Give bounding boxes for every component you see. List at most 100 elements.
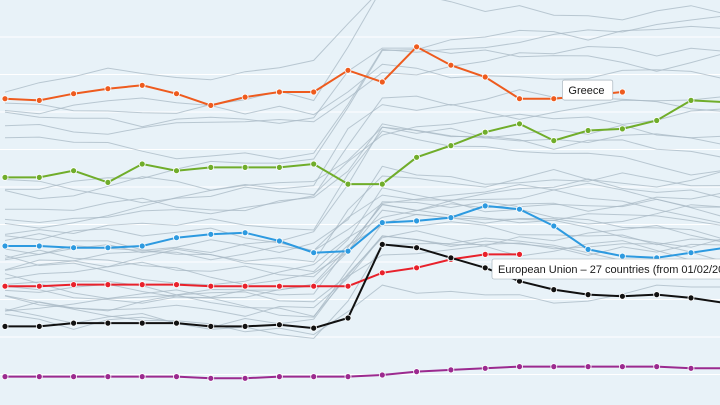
italy-point: [481, 128, 489, 136]
germany-point: [653, 363, 661, 371]
greece-line: [4, 45, 623, 107]
greece-point: [550, 95, 558, 103]
european-union-27-countries-label-box: [491, 258, 720, 280]
germany-point: [138, 373, 146, 381]
context-series-line: [4, 284, 720, 336]
germany-point: [1, 373, 9, 381]
germany-point: [378, 371, 386, 379]
unlabeled-red-series-point: [104, 281, 112, 289]
italy-point: [516, 120, 523, 128]
greece-point: [207, 102, 215, 109]
italy-point: [344, 180, 352, 188]
france-point: [516, 205, 523, 213]
european-union-27-countries-point: [173, 319, 180, 327]
france-point: [344, 247, 352, 255]
germany-point: [70, 373, 77, 381]
context-series-line: [4, 204, 720, 296]
european-union-27-countries-point: [447, 254, 455, 262]
unlabeled-red-series-point: [310, 282, 318, 290]
european-union-27-countries-point: [310, 324, 318, 332]
france-point: [1, 242, 9, 250]
germany-point: [619, 363, 626, 371]
greece-point: [619, 88, 626, 96]
european-union-27-countries-label: European Union – 27 countries (from 01/0…: [491, 258, 720, 280]
unlabeled-red-series-point: [207, 282, 215, 290]
italy-point: [1, 173, 9, 181]
european-union-27-countries-point: [413, 244, 421, 252]
unlabeled-red-series-point: [516, 250, 523, 258]
france-point: [687, 249, 695, 257]
germany-point: [275, 373, 283, 381]
european-union-27-countries-point: [241, 322, 249, 330]
context-series-line: [4, 182, 720, 271]
context-series-line: [4, 204, 720, 286]
greece-point: [413, 43, 421, 51]
unlabeled-red-series-point: [241, 282, 249, 290]
france-point: [584, 245, 592, 253]
unlabeled-red-series-point: [344, 282, 352, 290]
context-series-line: [4, 224, 720, 317]
context-series-line: [4, 192, 720, 312]
context-series-line: [5, 25, 720, 190]
context-series-line: [4, 126, 720, 261]
france-point: [138, 242, 146, 250]
italy-point: [378, 180, 386, 188]
greece-label-box: [562, 79, 614, 101]
italy-point: [275, 163, 283, 171]
context-series-line: [4, 96, 720, 200]
unlabeled-red-series-point: [1, 282, 9, 290]
greece-point: [344, 66, 352, 74]
context-series-line: [4, 0, 720, 114]
italy-point: [241, 163, 249, 171]
germany-point: [687, 364, 695, 372]
european-union-27-countries-label-text: European Union – 27 countries (from 01/0…: [498, 264, 720, 276]
france-point: [550, 222, 558, 230]
greece-point: [138, 81, 146, 89]
context-series-line: [5, 123, 720, 212]
greece-point: [241, 93, 249, 101]
greece-point: [516, 95, 523, 103]
european-union-27-countries-point: [619, 292, 626, 300]
series-labels: GreeceIFraEuropean Union – 27 countries …: [491, 79, 720, 280]
greece-point: [35, 97, 43, 104]
european-union-27-countries-point: [550, 286, 558, 294]
unlabeled-red-series-point: [413, 264, 421, 272]
italy-point: [687, 97, 695, 104]
unlabeled-red-series-point: [173, 281, 180, 289]
unlabeled-red-series-point: [70, 281, 77, 289]
context-series-line: [4, 187, 720, 273]
unlabeled-red-series-point: [275, 282, 283, 290]
germany-point: [516, 363, 523, 371]
greece-point: [275, 88, 283, 96]
italy-point: [310, 160, 318, 168]
european-union-27-countries-point: [481, 264, 489, 272]
germany-point: [344, 373, 352, 381]
context-series-line: [4, 124, 720, 229]
germany-point: [447, 366, 455, 374]
france-point: [275, 237, 283, 245]
european-union-27-countries-line: [5, 243, 720, 330]
context-series-line: [4, 165, 720, 256]
france-point: [413, 217, 421, 225]
france-point: [207, 230, 215, 238]
european-union-27-countries-point: [104, 319, 112, 327]
france-point: [104, 244, 112, 252]
france-point: [241, 229, 249, 237]
germany-point: [413, 368, 421, 376]
greece-label: Greece: [562, 79, 614, 101]
context-series-line: [4, 130, 720, 235]
france-point: [173, 234, 180, 242]
germany-point: [207, 374, 215, 382]
greece-point: [70, 90, 77, 98]
france-point: [447, 214, 455, 222]
context-series-line: [4, 0, 372, 93]
italy-point: [173, 167, 180, 175]
italy-point: [207, 163, 215, 171]
germany-point: [550, 363, 558, 371]
france-point: [481, 202, 489, 210]
france-point: [310, 249, 318, 257]
context-series-line: [4, 213, 720, 318]
unlabeled-red-series-line: [5, 253, 520, 288]
